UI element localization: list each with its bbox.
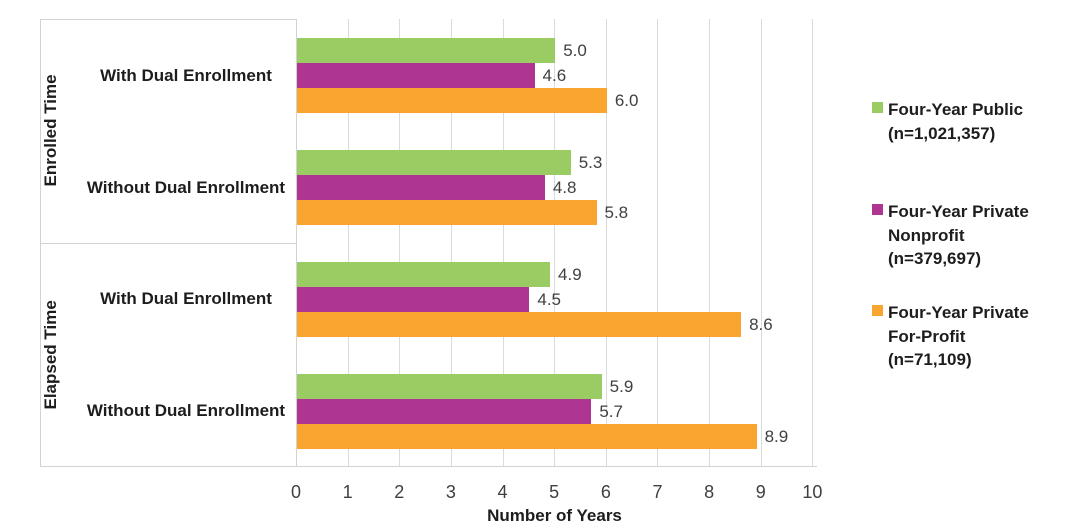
x-axis-line: [40, 466, 817, 467]
section-divider-line: [40, 242, 296, 244]
section-label: Elapsed Time: [41, 299, 60, 409]
bar: [297, 38, 556, 64]
x-tick-label: 10: [802, 482, 823, 502]
bar: [297, 175, 545, 201]
gridline: [605, 19, 607, 466]
legend-label-line: (n=379,697): [888, 249, 982, 268]
x-tick-label: 9: [755, 482, 766, 502]
category-area-top-border: [40, 19, 296, 20]
legend-label: Four-Year Public (n=1,021,357): [888, 98, 1023, 145]
bar: [297, 150, 571, 176]
value-label: 5.8: [604, 203, 629, 223]
category-label: Without Dual Enrollment: [86, 177, 286, 197]
legend-swatch-icon: [872, 102, 883, 113]
x-axis-title: Number of Years: [487, 506, 622, 525]
legend-item: Four-Year Private Nonprofit (n=379,697): [872, 200, 1029, 271]
value-label: 4.9: [558, 264, 582, 284]
legend-label-line: For-Profit: [888, 326, 966, 346]
category-area-left-border: [40, 19, 41, 466]
bar: [297, 398, 592, 424]
value-label: 8.9: [764, 426, 789, 446]
bar: [297, 311, 742, 337]
section-label: Enrolled Time: [41, 74, 60, 187]
x-tick-label: 0: [290, 482, 301, 502]
legend-item: Four-Year Public (n=1,021,357): [872, 98, 1023, 145]
x-tick-label: 2: [394, 482, 405, 502]
value-label: 4.5: [537, 289, 562, 309]
legend-item: Four-Year Private For-Profit (n=71,109): [872, 301, 1029, 372]
gridline: [450, 19, 452, 466]
legend-swatch-icon: [872, 305, 883, 316]
value-label: 4.8: [552, 178, 577, 198]
legend-label-line: (n=71,109): [888, 350, 972, 369]
category-label: With Dual Enrollment: [100, 289, 272, 309]
x-tick-label: 5: [549, 482, 560, 502]
value-label: 4.6: [542, 66, 567, 86]
bar: [297, 286, 530, 312]
gridline: [657, 19, 659, 466]
x-tick-label: 7: [652, 482, 663, 502]
legend-label: Four-Year Private Nonprofit (n=379,697): [888, 200, 1029, 271]
value-label: 5.7: [599, 401, 623, 421]
gridline: [554, 19, 556, 466]
value-label: 6.0: [614, 91, 639, 111]
bar: [297, 200, 597, 226]
legend-label: Four-Year Private For-Profit (n=71,109): [888, 301, 1029, 372]
gridline: [709, 19, 711, 466]
legend-label-line: Four-Year Public: [888, 100, 1024, 119]
legend-label-line: Nonprofit: [888, 225, 965, 245]
y-axis-line: [296, 19, 297, 466]
gridline: [812, 19, 814, 466]
bar: [297, 88, 607, 114]
value-label: 5.9: [609, 376, 634, 396]
gridline: [347, 19, 349, 466]
x-tick-label: 6: [600, 482, 611, 502]
x-tick-label: 1: [342, 482, 353, 502]
gridline: [502, 19, 504, 466]
value-label: 8.6: [749, 314, 773, 334]
x-tick-label: 8: [704, 482, 715, 502]
gridline: [760, 19, 762, 466]
legend-label-line: Four-Year Private: [888, 202, 1029, 221]
bar: [297, 63, 535, 89]
value-label: 5.3: [578, 153, 603, 173]
bar: [297, 373, 602, 399]
bar: [297, 423, 757, 449]
legend-swatch-icon: [872, 204, 883, 215]
value-label: 5.0: [563, 41, 587, 61]
gridline: [399, 19, 401, 466]
bar: [297, 261, 551, 287]
legend-label-line: (n=1,021,357): [888, 123, 996, 143]
legend-label-line: Four-Year Private: [888, 303, 1029, 322]
category-label: Without Dual Enrollment: [86, 401, 286, 421]
category-label: With Dual Enrollment: [100, 65, 272, 85]
x-tick-label: 3: [445, 482, 456, 502]
x-tick-label: 4: [497, 482, 508, 502]
